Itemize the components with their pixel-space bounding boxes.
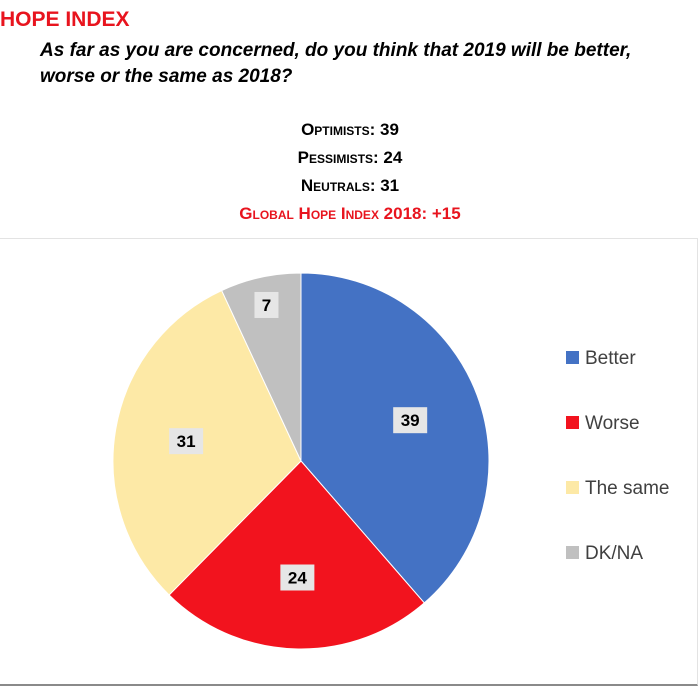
chart-area [0,238,698,686]
legend-swatch-dk-na [566,546,579,559]
data-label-bg-the-same [169,428,204,455]
legend-label-the-same: The same [585,478,669,499]
pie-slice-better [300,272,490,604]
pie-slice-dk-na [221,272,302,462]
global-hope-index-stat: Global Hope Index 2018: +15 [239,204,461,223]
data-label-dk-na: 7 [262,296,271,315]
data-label-worse: 24 [288,569,307,588]
data-label-bg-better [393,407,428,434]
legend-label-better: Better [585,348,636,369]
legend-label-dk-na: DK/NA [585,543,643,564]
data-label-bg-worse [280,564,315,591]
legend-swatch-the-same [566,481,579,494]
pessimists-stat: Pessimists: 24 [297,148,403,167]
data-label-better: 39 [401,411,420,430]
chart-question: As far as you are concerned, do you thin… [40,40,632,87]
data-label-the-same: 31 [177,432,196,451]
pie-slice-worse [168,460,426,650]
legend-swatch-worse [566,416,579,429]
chart-title: HOPE INDEX [0,8,130,31]
pie-slice-the-same [112,289,302,596]
data-label-bg-dk-na [254,291,279,318]
optimists-stat: Optimists: 39 [301,120,399,139]
legend-swatch-better [566,351,579,364]
neutrals-stat: Neutrals: 31 [300,176,400,195]
legend-label-worse: Worse [585,413,640,434]
